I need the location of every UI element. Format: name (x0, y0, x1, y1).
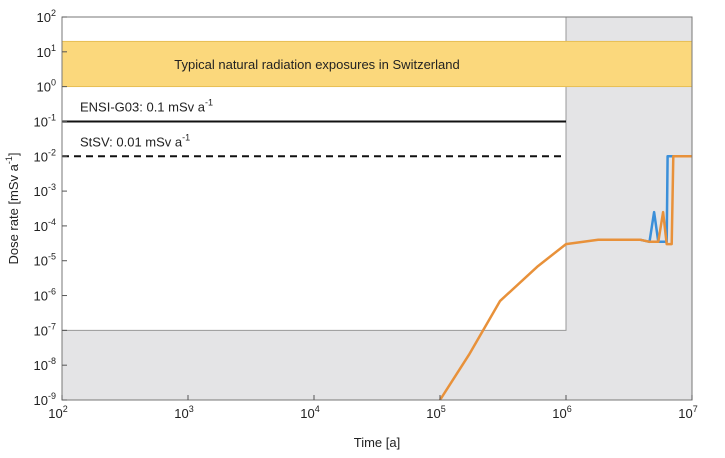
y-tick-exp: 2 (51, 8, 56, 18)
x-tick-label: 106 (552, 404, 571, 421)
y-tick-label: 10-7 (34, 321, 56, 338)
y-tick-label: 10-8 (34, 356, 56, 373)
reference-label-main: ENSI-G03: 0.1 mSv a (80, 99, 206, 114)
band-label: Typical natural radiation exposures in S… (174, 57, 459, 72)
y-tick-base: 10 (34, 254, 48, 269)
x-tick-base: 10 (426, 406, 440, 421)
y-tick-exp: 0 (51, 78, 56, 88)
y-axis-label: Dose rate [mSv a-1] (4, 152, 21, 264)
x-tick-base: 10 (174, 406, 188, 421)
x-tick-label: 102 (48, 404, 67, 421)
y-tick-base: 10 (34, 219, 48, 234)
x-tick-exp: 6 (567, 404, 572, 414)
radiation-band (61, 40, 693, 88)
x-tick-label: 103 (174, 404, 193, 421)
x-tick-exp: 2 (63, 404, 68, 414)
y-tick-base: 10 (34, 289, 48, 304)
reference-label: StSV: 0.01 mSv a-1 (80, 132, 190, 149)
reference-label-sup: -1 (205, 97, 213, 107)
y-tick-label: 10-5 (34, 252, 56, 269)
y-tick-base: 10 (34, 114, 48, 129)
y-axis-label-tail: ] (6, 152, 21, 156)
y-tick-exp: -6 (48, 287, 56, 297)
plot-frame (61, 16, 693, 401)
y-tick-base: 10 (34, 149, 48, 164)
y-tick-label: 10-3 (34, 182, 56, 199)
x-tick-label: 107 (678, 404, 697, 421)
x-tick-exp: 3 (189, 404, 194, 414)
y-tick-base: 10 (34, 393, 48, 408)
y-axis-label-main: Dose rate [mSv a (6, 163, 21, 264)
reference-label-sup: -1 (182, 132, 190, 142)
y-tick-base: 10 (37, 45, 51, 60)
x-tick-base: 10 (678, 406, 692, 421)
y-tick-exp: -4 (48, 217, 56, 227)
y-tick-exp: -3 (48, 182, 56, 192)
y-tick-label: 102 (37, 8, 56, 25)
y-tick-base: 10 (37, 80, 51, 95)
y-tick-label: 10-1 (34, 112, 56, 129)
y-tick-label: 10-2 (34, 147, 56, 164)
y-tick-base: 10 (34, 323, 48, 338)
shade-bottom (62, 330, 692, 400)
y-tick-exp: -7 (48, 321, 56, 331)
x-tick-base: 10 (48, 406, 62, 421)
x-tick-label: 105 (426, 404, 445, 421)
y-axis-label-sup: -1 (4, 156, 14, 164)
y-tick-exp: -8 (48, 356, 56, 366)
x-tick-base: 10 (552, 406, 566, 421)
y-tick-exp: -9 (48, 391, 56, 401)
x-axis-label: Time [a] (354, 435, 400, 450)
series-line (438, 155, 692, 401)
y-tick-label: 10-4 (34, 217, 56, 234)
y-tick-base: 10 (37, 10, 51, 25)
reference-label: ENSI-G03: 0.1 mSv a-1 (80, 97, 213, 114)
reference-label-main: StSV: 0.01 mSv a (80, 134, 183, 149)
y-tick-label: 100 (37, 78, 56, 95)
y-tick-label: 101 (37, 43, 56, 60)
y-tick-exp: 1 (51, 43, 56, 53)
x-tick-exp: 4 (315, 404, 320, 414)
y-tick-label: 10-9 (34, 391, 56, 408)
y-tick-exp: -2 (48, 147, 56, 157)
y-tick-exp: -1 (48, 112, 56, 122)
y-tick-label: 10-6 (34, 287, 56, 304)
x-tick-exp: 7 (693, 404, 698, 414)
x-tick-label: 104 (300, 404, 319, 421)
x-tick-exp: 5 (441, 404, 446, 414)
y-tick-base: 10 (34, 184, 48, 199)
y-tick-exp: -5 (48, 252, 56, 262)
x-tick-base: 10 (300, 406, 314, 421)
y-tick-base: 10 (34, 358, 48, 373)
